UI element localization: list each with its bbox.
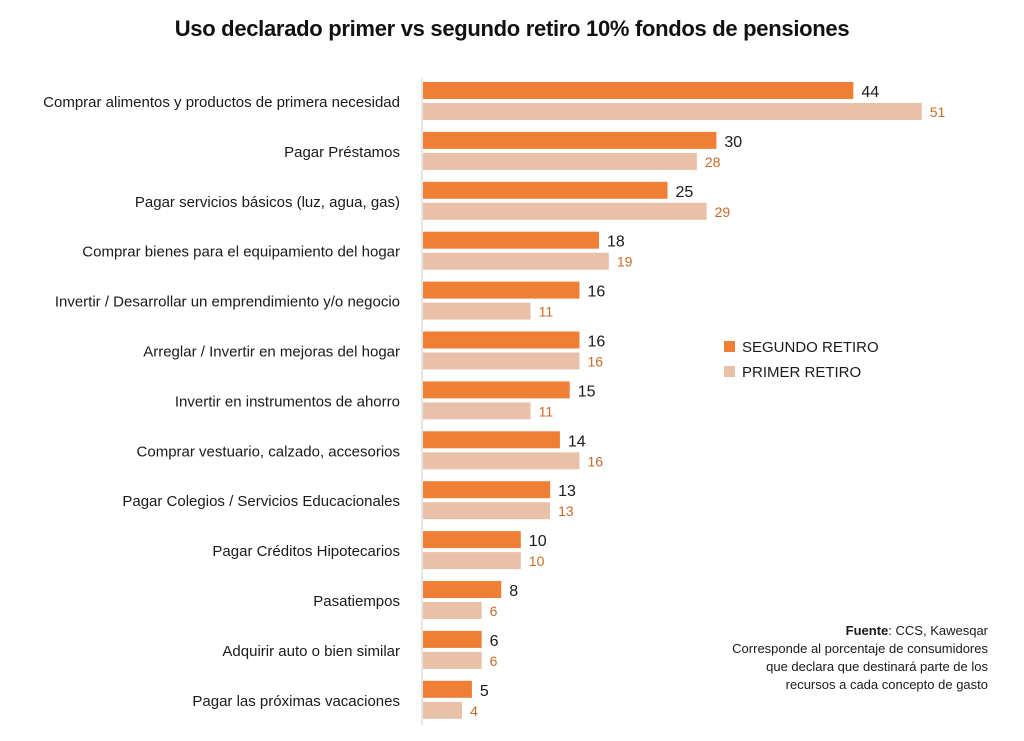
category-label: Pagar Préstamos bbox=[284, 144, 400, 161]
value-label-segundo: 6 bbox=[490, 633, 499, 650]
bar-segundo-retiro bbox=[423, 82, 854, 99]
bar-primer-retiro bbox=[423, 701, 463, 719]
bar-segundo-retiro bbox=[423, 680, 472, 698]
value-label-primer: 10 bbox=[529, 553, 545, 569]
bar-primer-retiro bbox=[423, 103, 922, 120]
value-label-primer: 28 bbox=[705, 154, 721, 170]
value-label-primer: 4 bbox=[470, 703, 478, 719]
bar-primer-retiro bbox=[423, 352, 580, 370]
category-label: Pasatiempos bbox=[313, 593, 400, 610]
note-line-1: Corresponde al porcentaje de consumidore… bbox=[732, 641, 988, 656]
bar-primer-retiro bbox=[423, 552, 521, 570]
bar-primer-retiro bbox=[423, 402, 531, 420]
legend-label-primer: PRIMER RETIRO bbox=[742, 364, 861, 381]
value-label-primer: 29 bbox=[715, 204, 731, 220]
value-label-primer: 11 bbox=[539, 304, 554, 320]
bar-segundo-retiro bbox=[423, 630, 482, 648]
value-label-segundo: 15 bbox=[578, 383, 596, 400]
bars-group: Comprar alimentos y productos de primera… bbox=[43, 82, 946, 719]
category-label: Comprar bienes para el equipamiento del … bbox=[82, 244, 400, 261]
value-label-segundo: 18 bbox=[607, 234, 625, 251]
source-note: Fuente: CCS, Kawesqar Corresponde al por… bbox=[688, 622, 988, 694]
value-label-segundo: 16 bbox=[587, 284, 605, 301]
bar-primer-retiro bbox=[423, 252, 609, 270]
source-line: Fuente: CCS, Kawesqar bbox=[688, 622, 988, 640]
value-label-primer: 19 bbox=[617, 254, 633, 270]
legend-swatch-segundo bbox=[724, 341, 735, 352]
legend: SEGUNDO RETIRO PRIMER RETIRO bbox=[724, 339, 879, 381]
category-label: Arreglar / Invertir en mejoras del hogar bbox=[143, 344, 400, 361]
bar-segundo-retiro bbox=[423, 531, 521, 549]
category-label: Invertir en instrumentos de ahorro bbox=[175, 393, 400, 410]
bar-primer-retiro bbox=[423, 452, 580, 470]
value-label-primer: 11 bbox=[539, 403, 554, 419]
value-label-segundo: 30 bbox=[724, 134, 742, 151]
category-label: Adquirir auto o bien similar bbox=[222, 643, 400, 660]
value-label-primer: 16 bbox=[587, 354, 603, 370]
category-label: Invertir / Desarrollar un emprendimiento… bbox=[55, 294, 400, 311]
bar-segundo-retiro bbox=[423, 231, 600, 249]
bar-segundo-retiro bbox=[423, 281, 580, 299]
value-label-primer: 13 bbox=[558, 503, 574, 519]
value-label-segundo: 5 bbox=[480, 683, 489, 700]
note-line-3: recursos a cada concepto de gasto bbox=[785, 677, 988, 692]
source-text: : CCS, Kawesqar bbox=[888, 623, 988, 638]
value-label-segundo: 25 bbox=[676, 184, 694, 201]
bar-segundo-retiro bbox=[423, 481, 551, 499]
value-label-segundo: 13 bbox=[558, 483, 576, 500]
bar-segundo-retiro bbox=[423, 131, 717, 149]
bar-primer-retiro bbox=[423, 602, 482, 619]
bar-segundo-retiro bbox=[423, 181, 668, 199]
legend-label-segundo: SEGUNDO RETIRO bbox=[742, 339, 879, 356]
value-label-primer: 6 bbox=[490, 603, 498, 619]
bar-primer-retiro bbox=[423, 302, 531, 320]
bar-primer-retiro bbox=[423, 502, 551, 520]
bar-segundo-retiro bbox=[423, 581, 502, 598]
category-label: Pagar Colegios / Servicios Educacionales bbox=[122, 493, 400, 510]
bar-primer-retiro bbox=[423, 651, 482, 669]
category-label: Pagar las próximas vacaciones bbox=[192, 693, 400, 710]
source-label: Fuente bbox=[845, 623, 889, 638]
value-label-segundo: 44 bbox=[861, 84, 879, 101]
legend-swatch-primer bbox=[724, 366, 735, 377]
bar-segundo-retiro bbox=[423, 331, 580, 349]
value-label-segundo: 10 bbox=[529, 533, 547, 550]
chart-title: Uso declarado primer vs segundo retiro 1… bbox=[174, 16, 850, 41]
bar-segundo-retiro bbox=[423, 381, 570, 399]
bar-primer-retiro bbox=[423, 202, 707, 220]
value-label-primer: 6 bbox=[490, 653, 498, 669]
value-label-primer: 16 bbox=[587, 453, 603, 469]
value-label-segundo: 14 bbox=[568, 433, 586, 450]
category-label: Comprar vestuario, calzado, accesorios bbox=[137, 443, 400, 460]
bar-primer-retiro bbox=[423, 152, 697, 170]
category-label: Pagar Créditos Hipotecarios bbox=[212, 543, 400, 560]
category-label: Pagar servicios básicos (luz, agua, gas) bbox=[135, 194, 400, 211]
value-label-segundo: 8 bbox=[509, 583, 518, 600]
note-line-2: que declara que destinará parte de los bbox=[766, 659, 988, 674]
value-label-primer: 51 bbox=[930, 104, 946, 120]
value-label-segundo: 16 bbox=[587, 334, 605, 351]
bar-segundo-retiro bbox=[423, 431, 560, 449]
category-label: Comprar alimentos y productos de primera… bbox=[43, 94, 400, 111]
